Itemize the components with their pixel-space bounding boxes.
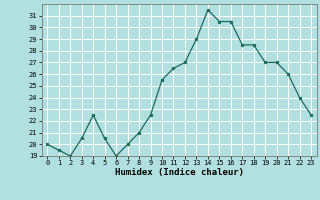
X-axis label: Humidex (Indice chaleur): Humidex (Indice chaleur) bbox=[115, 168, 244, 177]
